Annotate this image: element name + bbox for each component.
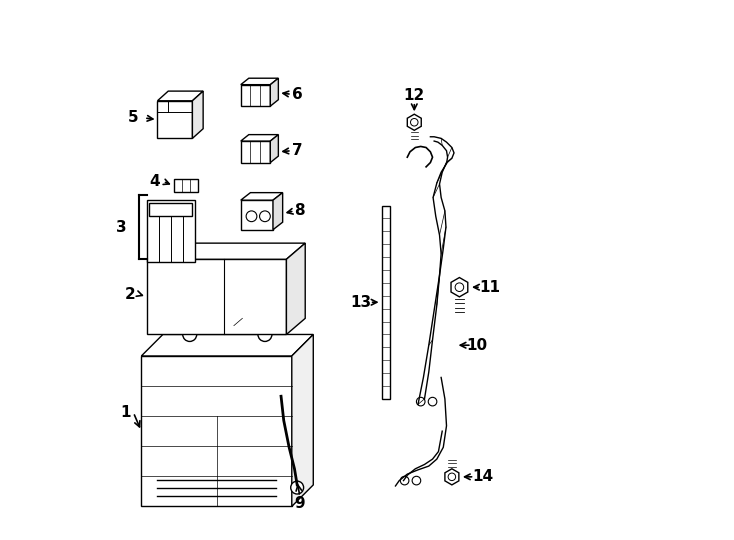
Polygon shape [407, 114, 421, 130]
Polygon shape [273, 193, 283, 230]
FancyBboxPatch shape [241, 200, 273, 230]
FancyBboxPatch shape [147, 200, 195, 262]
FancyBboxPatch shape [150, 203, 192, 217]
Circle shape [246, 211, 257, 221]
Circle shape [260, 211, 270, 221]
Text: 3: 3 [116, 220, 126, 234]
Circle shape [410, 118, 418, 126]
Circle shape [258, 327, 272, 341]
FancyBboxPatch shape [142, 356, 292, 507]
Text: 13: 13 [350, 295, 371, 310]
Polygon shape [241, 78, 278, 85]
Polygon shape [270, 78, 278, 106]
Polygon shape [158, 91, 203, 101]
Circle shape [412, 476, 421, 485]
Text: 11: 11 [479, 280, 500, 295]
Text: 8: 8 [294, 204, 305, 218]
Polygon shape [270, 134, 278, 163]
Text: 5: 5 [128, 111, 139, 125]
Text: 10: 10 [467, 338, 487, 353]
Circle shape [448, 473, 456, 481]
Circle shape [455, 283, 464, 292]
Text: 6: 6 [292, 87, 302, 102]
Polygon shape [292, 334, 313, 507]
Circle shape [416, 397, 425, 406]
Polygon shape [192, 91, 203, 138]
Text: 12: 12 [404, 88, 425, 103]
FancyBboxPatch shape [174, 179, 197, 192]
Text: 14: 14 [473, 469, 493, 484]
Circle shape [400, 476, 409, 485]
FancyBboxPatch shape [158, 101, 192, 138]
Polygon shape [451, 278, 468, 297]
Polygon shape [147, 243, 305, 259]
Polygon shape [286, 243, 305, 334]
Polygon shape [142, 334, 313, 356]
FancyBboxPatch shape [382, 206, 390, 399]
FancyBboxPatch shape [147, 259, 286, 334]
Polygon shape [445, 469, 459, 485]
Circle shape [291, 481, 304, 494]
Text: 2: 2 [126, 287, 136, 302]
Text: 1: 1 [120, 405, 131, 420]
Polygon shape [241, 134, 278, 141]
FancyBboxPatch shape [241, 141, 270, 163]
Circle shape [428, 397, 437, 406]
Polygon shape [241, 193, 283, 200]
Text: 9: 9 [294, 496, 305, 511]
Polygon shape [418, 137, 454, 404]
Text: 7: 7 [292, 143, 302, 158]
FancyBboxPatch shape [241, 85, 270, 106]
Polygon shape [396, 377, 446, 486]
Circle shape [183, 327, 197, 341]
Text: 4: 4 [150, 174, 160, 189]
